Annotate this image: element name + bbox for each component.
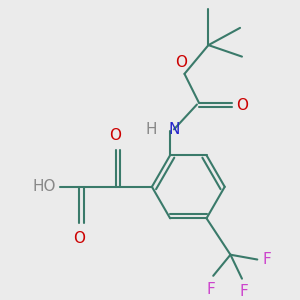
Text: F: F <box>207 281 216 296</box>
Text: H: H <box>145 122 157 137</box>
Text: O: O <box>236 98 248 113</box>
Text: F: F <box>239 284 248 299</box>
Text: O: O <box>73 231 85 246</box>
Text: F: F <box>262 252 271 267</box>
Text: O: O <box>175 55 187 70</box>
Text: HO: HO <box>33 179 56 194</box>
Text: O: O <box>110 128 122 143</box>
Text: N: N <box>168 122 180 137</box>
